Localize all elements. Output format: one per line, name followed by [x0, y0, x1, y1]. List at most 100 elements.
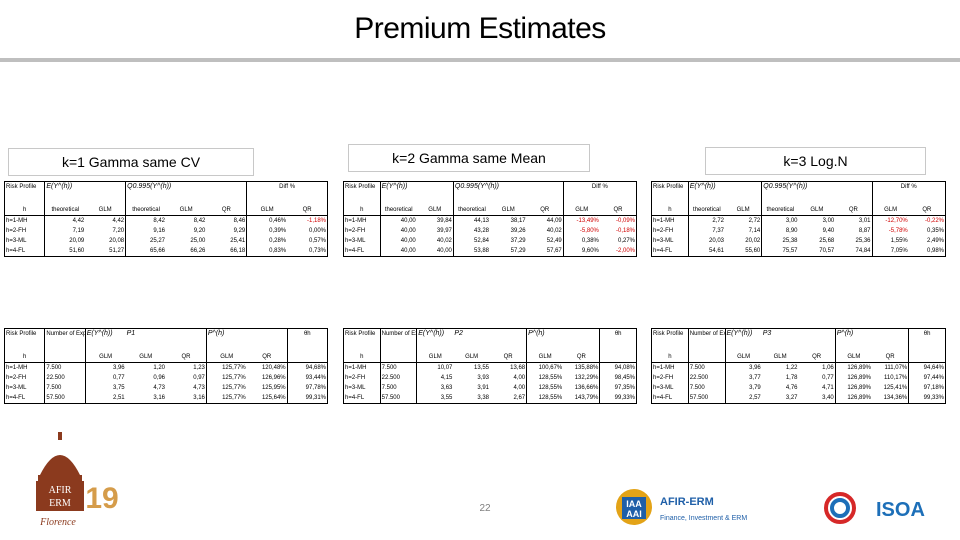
table-cell: 8,87: [858, 228, 871, 234]
table-cell: 0,35%: [926, 228, 944, 234]
table-cell: -0,09%: [615, 218, 635, 224]
header-risk-profile: Risk Profile: [4, 328, 46, 351]
column-label-k1: k=1 Gamma same CV: [8, 148, 254, 176]
table-cell: 25,36: [855, 238, 871, 244]
table-cell: 125,77%: [205, 373, 247, 383]
table-cell: 3,00: [822, 218, 835, 224]
table-cell: 4,00: [513, 385, 526, 391]
afir-city: Florence: [39, 517, 76, 528]
table-row: h=1-MH 7.500 3,96 1,22 1,06 126,89% 111,07% 94,…: [651, 362, 946, 373]
subheader-qr: QR: [563, 351, 600, 363]
table-row: h=2-FH 22.500 0,77 0,96 0,97 125,77% 126,96% 93…: [4, 373, 328, 383]
header-diff-percent: Diff %: [871, 181, 946, 204]
column-label-k3: k=3 Log.N: [705, 147, 926, 175]
table-cell: 125,95%: [261, 385, 286, 391]
subheader-glm: GLM: [453, 351, 490, 363]
table-cell: 3,96: [112, 365, 125, 371]
risk-profile-label: h=4-FL: [343, 246, 381, 257]
table-cell: 125,64%: [246, 393, 288, 404]
table-cell: 1,22: [785, 365, 798, 371]
table-cell: 0,46%: [246, 215, 288, 226]
column-label-k2: k=2 Gamma same Mean: [348, 144, 590, 172]
risk-profile-label: h=2-FH: [4, 373, 46, 383]
table-cell: -0,18%: [615, 228, 635, 234]
table-row: h=1-MH 7.500 10,07 13,55 13,68 100,67% 135,88%…: [343, 362, 637, 373]
table-row: h=1-MH 7.500 3,96 1,20 1,23 125,77% 120,48% 94,…: [4, 362, 328, 373]
header-theta-blank: [908, 351, 946, 363]
table-cell: 128,55%: [526, 373, 564, 383]
header-risk-profile: Risk Profile: [343, 328, 381, 351]
table-cell: 13,55: [473, 365, 489, 371]
table-cell: 40,00: [380, 246, 417, 257]
table-cell: 126,89%: [834, 383, 872, 393]
table-cell: 1,06: [822, 365, 834, 371]
header-premium-h: P^(h): [205, 328, 288, 351]
premium-estimates-table-k2: Risk Profile E(Y^(h)) Q0.995(Y^(h)) Diff % h…: [343, 181, 637, 257]
table-cell: 7.500: [688, 383, 726, 393]
table-cell: 126,89%: [834, 362, 872, 373]
risk-profile-label: h=2-FH: [4, 226, 46, 236]
table-cell: 97,44%: [908, 373, 946, 383]
risk-profile-label: h=3-ML: [651, 236, 689, 246]
table-cell: 0,38%: [562, 236, 600, 246]
table-cell: 3,79: [749, 385, 761, 391]
table-cell: 40,00: [400, 228, 416, 234]
subheader-glm: GLM: [166, 204, 207, 216]
subheader-glm: GLM: [725, 204, 762, 216]
subheader-glm: GLM: [761, 351, 799, 363]
table-cell: 0,57%: [308, 238, 326, 244]
table-cell: 2,49%: [926, 238, 944, 244]
table-cell: 22.500: [44, 373, 86, 383]
table-cell: 25,38: [761, 236, 799, 246]
header-premium: P3: [762, 330, 772, 337]
table-row: h=4-FL 54,61 55,60 75,57 70,57 74,84 7,05% 0,98…: [651, 246, 946, 257]
isoa-logo: ISOA: [824, 492, 925, 524]
table-cell: 39,26: [510, 228, 526, 234]
risk-profile-label: h=1-MH: [343, 215, 381, 226]
table-cell: 1,23: [193, 365, 205, 371]
table-cell: 0,73%: [287, 246, 328, 257]
table-cell: 55,60: [725, 246, 762, 257]
table-cell: 2,67: [490, 393, 527, 404]
table-cell: 8,90: [761, 226, 799, 236]
header-theta: θh: [286, 328, 328, 351]
header-number-of-exposure: Number of Exposure: [688, 328, 726, 351]
slide-title: Premium Estimates: [354, 12, 606, 45]
table-row: h=4-FL 57.500 3,55 3,38 2,67 128,55% 143,79% 99…: [343, 393, 637, 404]
iaa-afir-erm-logo: IAA AAI AFIR-ERM Finance, Investment & E…: [616, 489, 747, 525]
table-cell: 1,20: [153, 365, 165, 371]
table-cell: 97,18%: [908, 383, 946, 393]
header-theta: θh: [599, 328, 637, 351]
subheader-glm: GLM: [85, 351, 126, 363]
table-cell: 94,08%: [599, 362, 637, 373]
table-cell: 0,77: [112, 375, 125, 381]
table-cell: 8,42: [193, 218, 206, 224]
table-cell: 126,96%: [261, 375, 286, 381]
risk-profile-label: h=3-ML: [343, 383, 381, 393]
header-risk-profile: Risk Profile: [4, 181, 46, 204]
subheader-qr: QR: [599, 204, 637, 216]
subheader-qr: QR: [287, 204, 328, 216]
afir-text-top: AFIR: [49, 485, 72, 496]
table-cell: 7,05%: [871, 246, 909, 257]
table-cell: -5,78%: [871, 226, 909, 236]
table-cell: -0,22%: [924, 218, 944, 224]
table-cell: 9,20: [193, 228, 206, 234]
header-theta-blank: [286, 351, 328, 363]
table-cell: 135,88%: [574, 365, 599, 371]
risk-profile-label: h=1-MH: [4, 215, 46, 226]
table-cell: 2,72: [712, 218, 724, 224]
table-cell: 4,71: [822, 385, 834, 391]
table-row: h=4-FL 57.500 2,57 3,27 3,40 126,89% 134,36% 99…: [651, 393, 946, 404]
table-cell: 40,00: [400, 218, 416, 224]
header-diff-percent: Diff %: [562, 181, 637, 204]
table-cell: 1,55%: [871, 236, 909, 246]
table-row: h=2-FH 40,00 39,97 43,28 39,26 40,02 -5,80% -0,…: [343, 226, 637, 236]
header-risk-profile: Risk Profile: [343, 181, 381, 204]
header-h: h: [4, 351, 46, 363]
table-cell: 7,37: [712, 228, 724, 234]
title-divider: [0, 58, 960, 62]
header-quantile: Q0.995(Y^(h)): [761, 181, 872, 204]
subheader-qr: QR: [526, 204, 564, 216]
table-cell: 20,09: [69, 238, 85, 244]
